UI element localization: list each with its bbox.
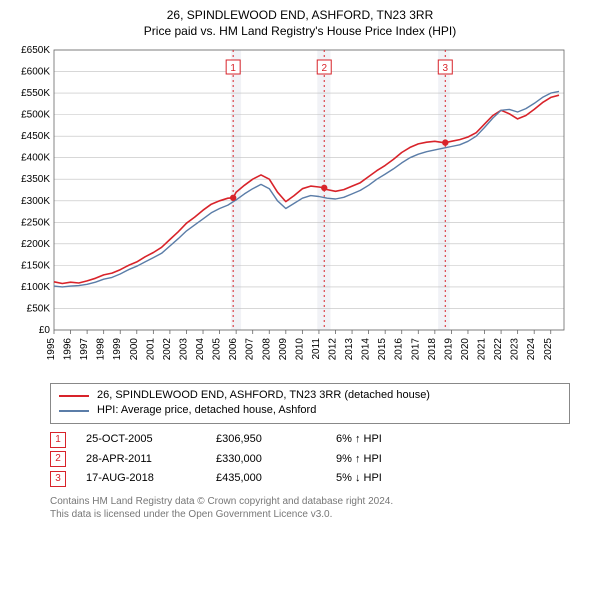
legend: 26, SPINDLEWOOD END, ASHFORD, TN23 3RR (… [50,383,570,424]
transaction-row: 2 28-APR-2011 £330,000 9% ↑ HPI [50,450,570,470]
svg-text:£600K: £600K [21,67,50,78]
svg-text:£300K: £300K [21,196,50,207]
svg-text:2008: 2008 [261,338,272,361]
svg-text:2023: 2023 [510,338,521,361]
transactions-table: 1 25-OCT-2005 £306,950 6% ↑ HPI 2 28-APR-2011… [50,430,570,489]
svg-text:2011: 2011 [311,338,322,360]
svg-text:2004: 2004 [195,338,206,361]
svg-text:1998: 1998 [96,338,107,361]
svg-text:1995: 1995 [46,338,57,361]
svg-text:2003: 2003 [178,338,189,361]
chart-title-subtitle: Price paid vs. HM Land Registry's House … [10,24,590,38]
svg-text:1999: 1999 [112,338,123,361]
svg-text:2000: 2000 [129,338,140,361]
svg-text:2014: 2014 [361,338,372,361]
disclaimer-line2: This data is licensed under the Open Gov… [50,508,570,521]
price-chart: £0 £50K £100K £150K £200K £250K £300K £350K £400… [10,44,590,377]
svg-text:2013: 2013 [344,338,355,361]
legend-item: HPI: Average price, detached house, Ashf… [59,403,561,418]
transaction-price: £330,000 [216,450,316,470]
svg-text:2020: 2020 [460,338,471,361]
svg-text:£200K: £200K [21,239,50,250]
transaction-price: £435,000 [216,469,316,489]
svg-text:£650K: £650K [21,45,50,56]
transaction-date: 25-OCT-2005 [86,430,196,450]
svg-text:2025: 2025 [543,338,554,361]
legend-label: HPI: Average price, detached house, Ashf… [97,403,316,418]
svg-text:2012: 2012 [327,338,338,361]
svg-text:2015: 2015 [377,338,388,361]
svg-text:£150K: £150K [21,260,50,271]
disclaimer: Contains HM Land Registry data © Crown c… [50,495,570,521]
svg-text:3: 3 [442,63,448,74]
legend-label: 26, SPINDLEWOOD END, ASHFORD, TN23 3RR (… [97,388,430,403]
transaction-date: 28-APR-2011 [86,450,196,470]
svg-text:2021: 2021 [477,338,488,361]
chart-title-address: 26, SPINDLEWOOD END, ASHFORD, TN23 3RR [10,8,590,22]
svg-text:2002: 2002 [162,338,173,361]
svg-text:2: 2 [321,63,327,74]
svg-text:£500K: £500K [21,110,50,121]
svg-text:£100K: £100K [21,282,50,293]
transaction-marker: 1 [50,432,66,448]
transaction-marker: 2 [50,451,66,467]
svg-text:£450K: £450K [21,131,50,142]
svg-text:2009: 2009 [278,338,289,361]
svg-text:2005: 2005 [212,338,223,361]
svg-text:£350K: £350K [21,174,50,185]
svg-text:£250K: £250K [21,217,50,228]
svg-text:2001: 2001 [145,338,156,361]
svg-text:£550K: £550K [21,88,50,99]
svg-text:£50K: £50K [27,303,51,314]
transaction-diff: 5% ↓ HPI [336,469,570,489]
svg-text:2006: 2006 [228,338,239,361]
legend-item: 26, SPINDLEWOOD END, ASHFORD, TN23 3RR (… [59,388,561,403]
svg-text:1996: 1996 [63,338,74,361]
transaction-marker: 3 [50,471,66,487]
transaction-date: 17-AUG-2018 [86,469,196,489]
svg-text:£0: £0 [39,325,51,336]
svg-text:1997: 1997 [79,338,90,361]
legend-swatch [59,395,89,397]
svg-text:2022: 2022 [493,338,504,361]
svg-text:2018: 2018 [427,338,438,361]
transaction-price: £306,950 [216,430,316,450]
disclaimer-line1: Contains HM Land Registry data © Crown c… [50,495,570,508]
svg-text:2010: 2010 [294,338,305,361]
legend-swatch [59,410,89,412]
svg-text:2019: 2019 [443,338,454,361]
transaction-row: 1 25-OCT-2005 £306,950 6% ↑ HPI [50,430,570,450]
svg-text:2024: 2024 [526,338,537,361]
chart-svg: £0 £50K £100K £150K £200K £250K £300K £350K £400… [10,44,570,374]
svg-text:2017: 2017 [410,338,421,361]
transaction-diff: 9% ↑ HPI [336,450,570,470]
svg-text:£400K: £400K [21,153,50,164]
transaction-diff: 6% ↑ HPI [336,430,570,450]
transaction-row: 3 17-AUG-2018 £435,000 5% ↓ HPI [50,469,570,489]
svg-text:2007: 2007 [245,338,256,361]
svg-text:1: 1 [230,63,236,74]
svg-text:2016: 2016 [394,338,405,361]
